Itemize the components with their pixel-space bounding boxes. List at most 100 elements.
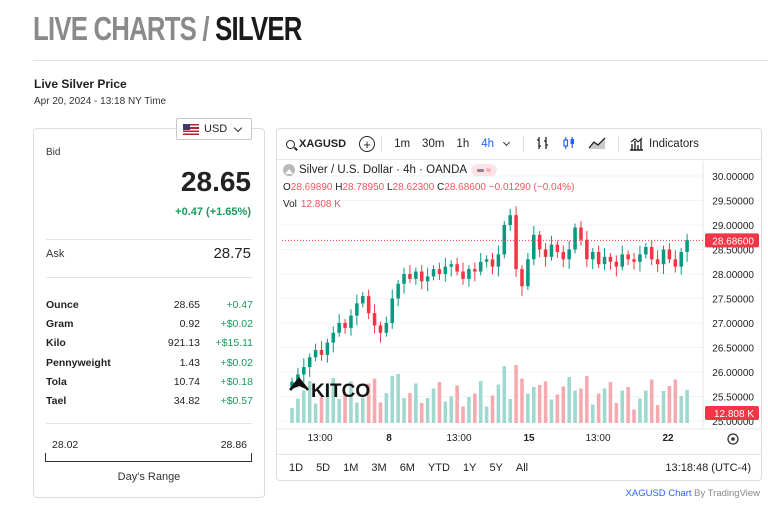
unit-row: Tola 10.74 +$0.18 bbox=[46, 372, 253, 391]
volume-bar bbox=[355, 402, 359, 423]
range-5y-button[interactable]: 5Y bbox=[489, 462, 503, 474]
unit-row: Pennyweight 1.43 +$0.02 bbox=[46, 353, 253, 372]
bid-label: Bid bbox=[46, 147, 61, 158]
interval-30m[interactable]: 30m bbox=[422, 138, 445, 150]
candle-body bbox=[667, 249, 672, 260]
y-tick-label: 29.50000 bbox=[712, 197, 754, 208]
unit-change: +0.47 bbox=[226, 298, 253, 311]
volume-bar bbox=[532, 387, 536, 423]
unit-price: 28.65 bbox=[173, 298, 200, 311]
unit-change: +$0.02 bbox=[220, 356, 253, 369]
interval-1m[interactable]: 1m bbox=[394, 138, 411, 150]
section-heading: Live Silver Price bbox=[34, 77, 127, 91]
volume-bar bbox=[602, 388, 607, 423]
svg-text:KITCO: KITCO bbox=[311, 381, 370, 402]
bid-change: +0.47 (+1.65%) bbox=[175, 206, 251, 218]
candle-body bbox=[537, 234, 542, 250]
candle-body bbox=[467, 269, 471, 279]
candle-body bbox=[455, 264, 459, 272]
interval-dropdown-icon[interactable] bbox=[502, 138, 511, 147]
range-ytd-button[interactable]: YTD bbox=[427, 462, 450, 474]
legend-toggle-icon[interactable]: ≈ bbox=[471, 164, 498, 176]
range-1y-button[interactable]: 1Y bbox=[462, 462, 477, 474]
unit-name: Ounce bbox=[46, 298, 79, 311]
chart-clock[interactable]: 13:18:48 (UTC-4) bbox=[665, 462, 751, 474]
candle-body bbox=[490, 259, 495, 267]
candle-body bbox=[626, 254, 630, 260]
volume-bar bbox=[490, 395, 495, 423]
divider bbox=[46, 423, 252, 424]
candle-body bbox=[543, 249, 548, 257]
volume-value: 12.808 K bbox=[300, 199, 341, 210]
candle-body bbox=[514, 215, 518, 270]
candle-body bbox=[649, 247, 654, 260]
currency-select[interactable]: USD bbox=[176, 118, 252, 140]
high-value: 28.78950 bbox=[342, 182, 385, 193]
volume-bar bbox=[325, 384, 330, 423]
y-tick-label: 26.50000 bbox=[712, 344, 754, 355]
settings-icon[interactable] bbox=[727, 433, 739, 445]
close-value: 28.68600 bbox=[444, 182, 486, 193]
chart-legend: Silver / U.S. Dollar · 4h · OANDA ≈ bbox=[283, 164, 498, 176]
candle-body bbox=[425, 276, 430, 282]
candle-body bbox=[355, 303, 359, 316]
volume-bar bbox=[496, 384, 501, 423]
indicators-button[interactable]: Indicators bbox=[629, 137, 699, 151]
volume-bar bbox=[343, 394, 347, 423]
divider bbox=[46, 277, 252, 278]
interval-1h[interactable]: 1h bbox=[456, 138, 470, 150]
day-range-label: Day's Range bbox=[117, 471, 181, 483]
range-6m-button[interactable]: 6M bbox=[399, 462, 415, 474]
kitco-logo: KITCO bbox=[289, 377, 370, 402]
volume-bar bbox=[608, 382, 613, 423]
candle-body bbox=[461, 271, 465, 279]
volume-bar bbox=[431, 388, 436, 423]
candle-body bbox=[337, 323, 341, 333]
price-card: Bid 28.65 +0.47 (+1.65%) Ask 28.75 Ounce… bbox=[33, 128, 265, 498]
volume-bar bbox=[455, 385, 459, 423]
x-tick-label: 13:00 bbox=[446, 433, 471, 444]
chevron-down-icon bbox=[233, 123, 243, 132]
symbol-search[interactable]: XAGUSD bbox=[286, 138, 346, 150]
y-tick-label: 25.00000 bbox=[712, 417, 754, 428]
candle-body bbox=[414, 271, 418, 279]
range-3m-button[interactable]: 3M bbox=[371, 462, 387, 474]
unit-price-table: Ounce 28.65 +0.47 Gram 0.92 +$0.02 Kilo 921.1… bbox=[46, 295, 253, 411]
unit-price: 1.43 bbox=[179, 356, 200, 369]
unit-row: Gram 0.92 +$0.02 bbox=[46, 314, 253, 333]
range-all-button[interactable]: All bbox=[515, 462, 529, 474]
last-price-tag bbox=[705, 233, 759, 248]
unit-name: Pennyweight bbox=[46, 356, 111, 369]
toolbar-separator bbox=[523, 136, 525, 152]
attribution-link[interactable]: XAGUSD Chart bbox=[625, 488, 692, 499]
interval-4h[interactable]: 4h bbox=[481, 138, 495, 150]
y-tick-label: 26.00000 bbox=[712, 368, 754, 379]
range-1d-button[interactable]: 1D bbox=[289, 462, 304, 474]
candle-body bbox=[296, 374, 300, 382]
candles-style-icon[interactable] bbox=[562, 136, 576, 153]
us-flag-icon bbox=[183, 123, 199, 135]
candle-body bbox=[325, 342, 330, 355]
volume-bar bbox=[537, 385, 542, 423]
candle-body bbox=[573, 227, 577, 250]
x-tick-label: 13:00 bbox=[585, 433, 610, 444]
range-5d-button[interactable]: 5D bbox=[316, 462, 331, 474]
unit-row: Kilo 921.13 +$15.11 bbox=[46, 334, 253, 353]
unit-change: +$0.57 bbox=[220, 395, 253, 408]
unit-row: Ounce 28.65 +0.47 bbox=[46, 295, 253, 314]
candle-body bbox=[419, 271, 424, 282]
volume-bar bbox=[437, 382, 442, 423]
indicators-icon bbox=[630, 137, 644, 151]
price-chart-canvas[interactable]: 30.00000 29.50000 29.00000 28.50000 28.00000… bbox=[278, 161, 762, 454]
compare-add-button[interactable]: + bbox=[359, 136, 376, 152]
volume-bar bbox=[579, 388, 583, 423]
area-style-icon[interactable] bbox=[588, 136, 606, 153]
bar-style-icon[interactable] bbox=[536, 136, 550, 153]
day-range-bar bbox=[45, 453, 252, 462]
volume-bar bbox=[514, 365, 518, 423]
candle-body bbox=[431, 269, 436, 277]
candle-body bbox=[366, 296, 371, 314]
range-1m-button[interactable]: 1M bbox=[343, 462, 359, 474]
unit-row: Tael 34.82 +$0.57 bbox=[46, 391, 253, 410]
candle-body bbox=[561, 251, 566, 260]
